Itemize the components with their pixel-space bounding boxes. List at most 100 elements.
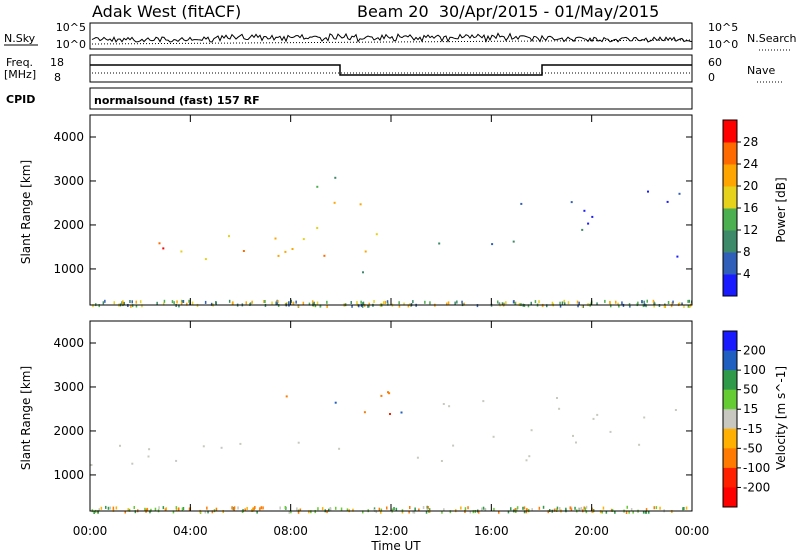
ground-echo — [319, 304, 322, 308]
echo-cell — [380, 394, 383, 397]
echo-cell — [530, 429, 533, 432]
ground-echo — [408, 510, 410, 514]
ground-echo — [233, 507, 235, 511]
ground-echo — [645, 508, 648, 512]
echo-cell — [277, 254, 280, 257]
ground-echo — [449, 510, 452, 514]
ground-echo — [368, 304, 370, 308]
ground-echo — [277, 300, 279, 304]
ground-echo — [516, 506, 519, 510]
colorbar-swatch — [723, 409, 737, 430]
nave-label: Nave — [747, 64, 775, 77]
echo-cell — [158, 242, 161, 245]
y-tick-label: 4000 — [53, 336, 84, 350]
colorbar-tick-label: 20 — [743, 179, 758, 193]
echo-cell — [297, 441, 300, 444]
ground-echo — [531, 508, 533, 512]
ground-echo — [102, 301, 105, 305]
ground-echo — [461, 300, 463, 304]
ground-echo — [297, 304, 299, 308]
ground-echo — [567, 301, 570, 305]
ground-echo — [689, 305, 691, 308]
x-tick-label: 20:00 — [574, 524, 609, 538]
y-tick-label: 3000 — [53, 380, 84, 394]
ground-echo — [429, 301, 431, 305]
ground-echo — [578, 507, 580, 511]
x-tick-label: 04:00 — [173, 524, 208, 538]
ground-echo — [326, 510, 328, 514]
ground-echo — [316, 301, 319, 305]
cpid-value: normalsound (fast) 157 RF — [94, 94, 260, 107]
ground-echo — [585, 510, 588, 514]
colorbar-swatch — [723, 331, 737, 352]
ground-echo — [181, 507, 184, 511]
ground-echo — [154, 507, 157, 511]
echo-cell — [338, 447, 341, 450]
noise-right-tick-bottom: 10^0 — [708, 38, 738, 51]
ground-echo — [215, 301, 217, 305]
x-tick-label: 00:00 — [73, 524, 108, 538]
colorbar-swatch — [723, 252, 737, 275]
ground-echo — [350, 301, 352, 304]
colorbar-swatch — [723, 389, 737, 410]
ground-echo — [395, 507, 398, 511]
ground-echo — [299, 508, 302, 512]
echo-cell — [676, 255, 679, 258]
ground-echo — [135, 304, 138, 308]
ground-echo — [290, 510, 292, 514]
ground-echo — [414, 507, 416, 511]
ground-echo — [454, 301, 456, 305]
ground-echo — [599, 510, 602, 514]
echo-cell — [596, 413, 599, 416]
ground-echo — [252, 507, 254, 511]
ground-echo — [527, 304, 530, 308]
power-y-label: Slant Range [km] — [19, 160, 33, 264]
ground-echo — [284, 506, 287, 509]
ground-echo — [456, 300, 458, 304]
ground-echo — [525, 510, 528, 514]
ground-echo — [215, 507, 218, 511]
ground-echo — [104, 299, 106, 303]
x-axis-title: Time UT — [370, 539, 421, 553]
echo-cell — [491, 243, 494, 246]
ground-echo — [156, 301, 158, 305]
ground-echo — [191, 301, 194, 305]
echo-cell — [666, 200, 669, 203]
ground-echo — [621, 301, 623, 305]
ground-echo — [501, 302, 504, 306]
velocity-colorbar: 200 100 50 15 -15 -50 -100 -200 Velocity [m s^-… — [722, 330, 788, 508]
ground-echo — [559, 301, 561, 305]
ground-echo — [311, 300, 314, 304]
ground-echo — [232, 301, 234, 305]
noise-panel: N.Sky 10^5 10^0 10^5 10^0 N.Search — [4, 21, 797, 51]
ground-echo — [206, 506, 208, 510]
ground-echo — [228, 299, 231, 303]
echo-cell — [316, 227, 319, 229]
y-tick-label: 2000 — [53, 218, 84, 232]
ground-echo — [308, 302, 311, 306]
ground-echo — [510, 507, 512, 511]
echo-cell — [416, 456, 419, 459]
ground-echo — [556, 506, 559, 510]
ground-echo — [362, 301, 365, 305]
ground-echo — [288, 510, 290, 514]
y-tick-label: 3000 — [53, 174, 84, 188]
ground-echo — [321, 507, 324, 511]
ground-echo — [526, 508, 528, 512]
ground-echo — [276, 302, 278, 306]
ground-echo — [158, 506, 160, 510]
colorbar-tick-label: 100 — [743, 363, 766, 377]
ground-echo — [667, 301, 670, 304]
ground-echo — [477, 510, 480, 514]
colorbar-tick-label: 12 — [743, 223, 758, 237]
echo-cell — [119, 444, 121, 447]
echo-cell — [570, 201, 573, 204]
ground-echo — [124, 510, 126, 514]
ground-echo — [403, 302, 405, 306]
ground-echo — [207, 510, 209, 514]
ground-echo — [112, 508, 115, 512]
ground-echo — [375, 510, 378, 514]
ground-echo — [92, 304, 94, 308]
ground-echo — [171, 300, 174, 304]
power-panel: 1000 2000 3000 4000 Slant Range [km] — [19, 114, 693, 308]
